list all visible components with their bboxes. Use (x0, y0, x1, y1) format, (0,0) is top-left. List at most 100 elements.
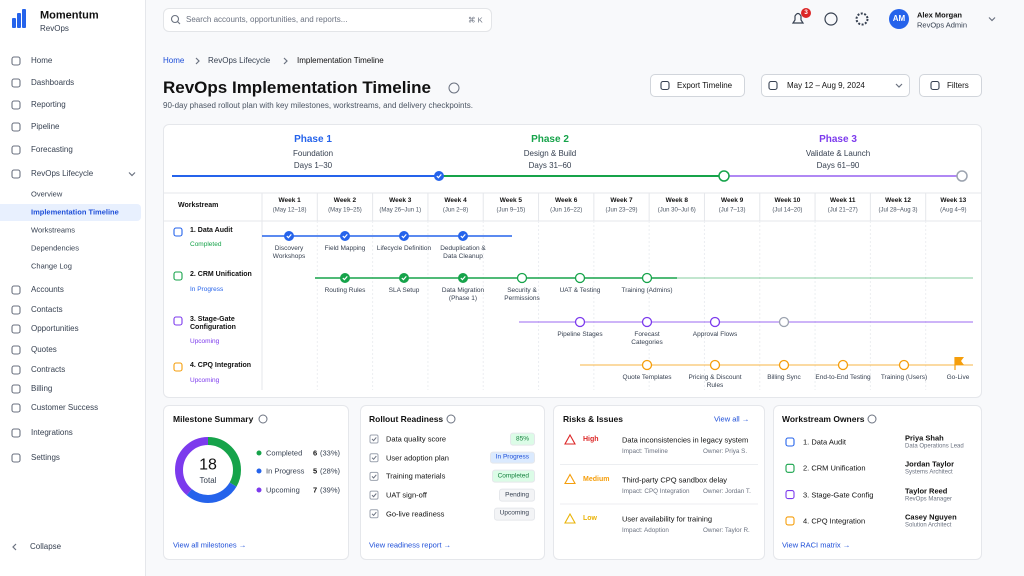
icon (785, 490, 795, 500)
nav-item[interactable]: Home (31, 56, 53, 66)
milestone (641, 359, 653, 371)
nav-item[interactable]: Billing (31, 384, 53, 394)
workstream-name: 3. Stage-Gate Configuration (190, 316, 236, 332)
status-badge: In Progress (489, 451, 535, 465)
milestone-label: Approval Flows (692, 331, 738, 338)
nav-item[interactable]: Pipeline (31, 122, 60, 132)
breadcrumb-item[interactable]: Home (163, 56, 185, 66)
check (342, 233, 348, 239)
card-link[interactable]: View RACI matrix → (782, 540, 851, 550)
donut-segment (175, 437, 241, 503)
icon (173, 271, 183, 281)
nav-item[interactable]: Settings (31, 453, 60, 463)
card (773, 405, 982, 560)
nav-item[interactable]: Customer Success (31, 403, 99, 413)
workstream-status: In Progress (190, 286, 224, 294)
week-name: Week 6 (555, 197, 578, 205)
icon (785, 516, 795, 526)
chevron (988, 17, 996, 22)
status-badge: Upcoming (493, 507, 535, 521)
week-range: (May 19–25) (328, 207, 362, 214)
nav-item[interactable]: Contacts (31, 305, 63, 315)
milestone (709, 359, 721, 371)
risk-title: User availability for training (622, 514, 713, 524)
card-link[interactable]: View all milestones → (173, 540, 247, 550)
check (371, 474, 377, 479)
week-name: Week 5 (499, 197, 523, 205)
week-range: (Jul 21–27) (827, 207, 858, 214)
risk-owner: Owner: Priya S. (703, 448, 748, 456)
week-name: Week 13 (940, 197, 967, 205)
phase-name: Phase 1 (294, 134, 332, 145)
sub-nav-item[interactable]: Workstreams (31, 225, 76, 235)
nav-item[interactable]: Opportunities (31, 324, 79, 334)
milestone (641, 272, 653, 284)
readiness-item: UAT sign-off (386, 490, 427, 500)
milestone (284, 231, 294, 241)
nav-item[interactable]: Dashboards (31, 78, 75, 88)
sub-nav-item[interactable]: Overview (31, 189, 63, 199)
milestone (574, 316, 586, 328)
milestone-label: Pipeline Stages (557, 331, 603, 338)
chevron (12, 543, 17, 551)
milestone-label: Quote Templates (622, 374, 672, 381)
warning-icon (564, 512, 576, 524)
breadcrumb-item[interactable]: RevOps Lifecycle (208, 56, 271, 66)
icon (768, 80, 778, 91)
week-name: Week 12 (885, 197, 911, 205)
action-button[interactable] (650, 74, 745, 97)
legend-count: 5 (313, 466, 318, 476)
milestone-label: Go-Live (946, 374, 970, 381)
nav-item[interactable]: RevOps Lifecycle (31, 169, 94, 179)
icon (11, 145, 21, 155)
card-title: Milestone Summary (173, 413, 254, 424)
owner-workstream: 3. Stage-Gate Config (803, 490, 874, 500)
milestone-label: Deduplication & Data Cleanup (440, 245, 486, 260)
readiness-item: User adoption plan (386, 453, 449, 463)
milestone-label: Pricing & Discount Rules (688, 374, 742, 389)
sub-nav-item[interactable]: Dependencies (31, 243, 79, 253)
action-button[interactable] (761, 74, 910, 97)
nav-item[interactable]: Accounts (31, 285, 64, 295)
milestone-label: Training (Users) (880, 374, 928, 381)
week-name: Week 9 (720, 197, 744, 205)
risk-title: Third-party CPQ sandbox delay (622, 475, 728, 484)
nav-item[interactable]: Quotes (31, 345, 57, 355)
icon (785, 437, 795, 447)
status-badge: 85% (509, 432, 535, 446)
nav-item[interactable]: Forecasting (31, 145, 73, 155)
nav-item[interactable]: Contracts (31, 365, 66, 375)
collapse[interactable]: Collapse (30, 542, 62, 552)
milestone-label: UAT & Testing (559, 287, 601, 294)
owner-role: Systems Architect (905, 469, 953, 476)
warning-icon (564, 473, 576, 485)
week-range: (Jul 14–20) (772, 207, 803, 214)
checkbox (369, 509, 379, 519)
action-button[interactable] (919, 74, 982, 97)
icon (173, 362, 183, 372)
icon (11, 78, 21, 88)
card-title: Workstream Owners (782, 413, 865, 424)
milestone (399, 231, 409, 241)
sub-nav-item[interactable]: Change Log (31, 261, 72, 271)
nav-item[interactable]: Reporting (31, 100, 66, 110)
milestone (458, 231, 468, 241)
search-box[interactable] (163, 8, 492, 32)
week-range: (Jul 28–Aug 3) (878, 207, 918, 214)
legend-dot (256, 487, 262, 493)
owner-name: Taylor Reed (905, 486, 948, 496)
action-label: Filters (947, 80, 969, 90)
icon (11, 305, 21, 315)
checkbox (369, 471, 379, 481)
milestone (399, 273, 409, 283)
card-link[interactable]: View all → (714, 414, 750, 424)
nav-item[interactable]: Integrations (31, 428, 73, 438)
card-title: Risks & Issues (563, 413, 624, 424)
risk-impact: Impact: Timeline (622, 448, 668, 456)
risk-owner: Owner: Taylor R. (703, 527, 750, 535)
card-link[interactable]: View readiness report → (369, 540, 451, 550)
badge (801, 8, 811, 18)
avatar-initials: AM (892, 14, 906, 24)
chevron (195, 57, 200, 65)
sub-nav-item[interactable]: Implementation Timeline (31, 207, 119, 217)
